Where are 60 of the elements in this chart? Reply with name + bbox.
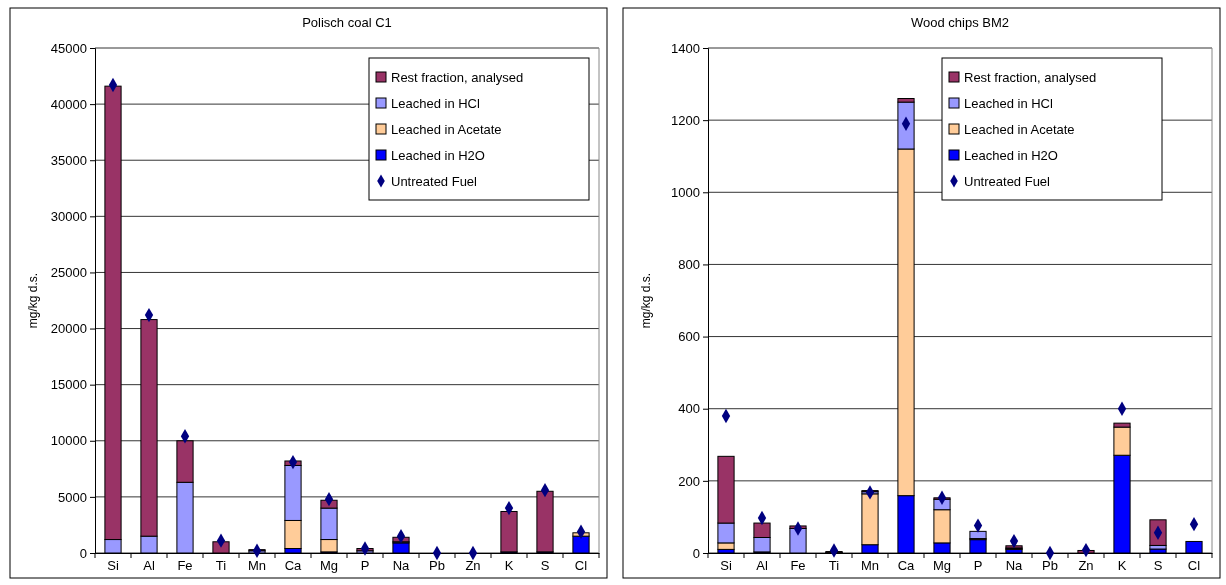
y-tick-label: 0 — [79, 545, 87, 561]
y-tick-label: 1400 — [671, 40, 700, 56]
legend-label: Rest fraction, analysed — [391, 70, 524, 85]
y-tick-label: 35000 — [50, 152, 87, 168]
y-tick-label: 1000 — [671, 184, 700, 200]
legend-label: Untreated Fuel — [391, 174, 478, 189]
x-tick-label: Fe — [790, 558, 806, 574]
chart-title: Polisch coal C1 — [302, 15, 392, 30]
y-tick-label: 45000 — [50, 40, 87, 56]
x-tick-label: Ca — [284, 558, 303, 574]
x-tick-label: Si — [107, 558, 119, 574]
y-tick-label: 10000 — [50, 433, 87, 449]
x-tick-label: Zn — [465, 558, 481, 574]
y-tick-label: 15000 — [50, 377, 87, 393]
x-tick-label: Zn — [1078, 558, 1094, 574]
x-tick-label: Cl — [1187, 558, 1201, 574]
x-tick-label: Mg — [932, 558, 952, 574]
x-tick-label: Al — [143, 558, 155, 574]
y-tick-label: 20000 — [50, 321, 87, 337]
x-tick-label: P — [360, 558, 370, 574]
y-tick-label: 400 — [678, 401, 700, 417]
legend-label: Leached in H2O — [964, 148, 1058, 163]
chart-title: Wood chips BM2 — [910, 15, 1010, 30]
y-axis-title: mg/kg d.s. — [26, 272, 40, 329]
y-tick-label: 25000 — [50, 265, 87, 281]
y-tick-label: 5000 — [58, 489, 87, 505]
x-tick-label: S — [1153, 558, 1163, 574]
legend-label: Leached in HCl — [964, 96, 1053, 111]
x-tick-label: Mg — [319, 558, 339, 574]
x-tick-label: Ti — [828, 558, 840, 574]
legend-label: Leached in HCl — [391, 96, 480, 111]
x-tick-label: Fe — [177, 558, 193, 574]
y-tick-label: 600 — [678, 329, 700, 345]
legend-label: Rest fraction, analysed — [964, 70, 1097, 85]
legend-label: Leached in H2O — [391, 148, 485, 163]
legend-label: Leached in Acetate — [964, 122, 1075, 137]
y-tick-label: 40000 — [50, 96, 87, 112]
x-tick-label: Pb — [429, 558, 445, 574]
x-tick-label: Al — [756, 558, 768, 574]
x-tick-label: Mn — [247, 558, 267, 574]
y-tick-label: 1200 — [671, 112, 700, 128]
y-tick-label: 0 — [692, 545, 700, 561]
x-tick-label: Na — [1005, 558, 1024, 574]
legend-label: Untreated Fuel — [964, 174, 1051, 189]
x-tick-label: Si — [720, 558, 732, 574]
legend-label: Leached in Acetate — [391, 122, 502, 137]
x-tick-label: Pb — [1042, 558, 1058, 574]
x-tick-label: Ti — [215, 558, 227, 574]
x-tick-label: Cl — [574, 558, 588, 574]
x-tick-label: S — [540, 558, 550, 574]
x-tick-label: Na — [392, 558, 411, 574]
x-tick-label: Mn — [860, 558, 880, 574]
y-axis-title: mg/kg d.s. — [639, 272, 653, 329]
x-tick-label: K — [1117, 558, 1127, 574]
y-tick-label: 200 — [678, 473, 700, 489]
x-tick-label: K — [504, 558, 514, 574]
x-tick-label: Ca — [897, 558, 916, 574]
y-tick-label: 30000 — [50, 208, 87, 224]
x-tick-label: P — [973, 558, 983, 574]
y-tick-label: 800 — [678, 257, 700, 273]
